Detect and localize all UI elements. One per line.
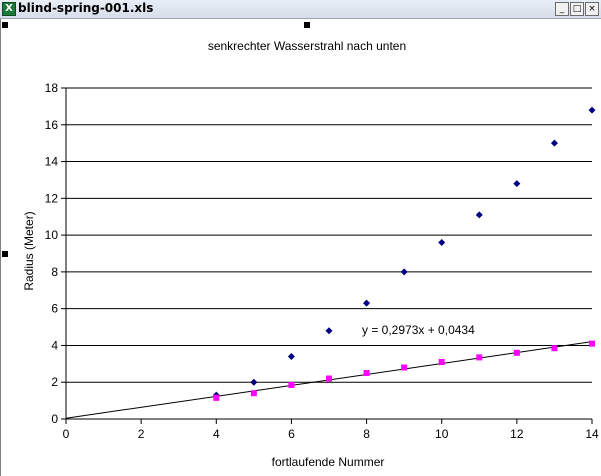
close-button[interactable]: × bbox=[585, 2, 599, 16]
x-tick-label: 8 bbox=[363, 427, 370, 441]
x-tick-labels: 0 2 4 6 8 10 12 14 bbox=[63, 427, 599, 441]
axes bbox=[61, 87, 593, 424]
data-point-square bbox=[476, 354, 483, 361]
trendline-equation: y = 0,2973x + 0,0434 bbox=[362, 323, 475, 337]
y-tick-labels: 0 2 4 6 8 10 12 14 16 18 bbox=[45, 81, 59, 426]
x-tick-label: 0 bbox=[63, 427, 70, 441]
gridlines bbox=[66, 87, 592, 383]
y-tick-label: 16 bbox=[45, 118, 59, 132]
restore-button[interactable]: □ bbox=[570, 2, 584, 16]
data-point-square bbox=[513, 349, 520, 356]
y-axis-label: Radius (Meter) bbox=[22, 211, 36, 290]
y-tick-label: 0 bbox=[51, 412, 58, 426]
data-point-square bbox=[589, 340, 595, 347]
data-point-diamond bbox=[588, 106, 596, 114]
excel-icon[interactable]: X bbox=[2, 2, 16, 16]
minimize-button[interactable]: _ bbox=[555, 2, 569, 16]
data-point-diamond bbox=[475, 211, 483, 219]
window-title: blind-spring-001.xls bbox=[18, 1, 154, 15]
y-tick-label: 14 bbox=[45, 155, 59, 169]
y-tick-label: 2 bbox=[51, 375, 58, 389]
x-tick-label: 2 bbox=[138, 427, 145, 441]
y-tick-label: 8 bbox=[51, 265, 58, 279]
selection-handle-top-middle[interactable] bbox=[304, 22, 310, 28]
chart-title: senkrechter Wasserstrahl nach unten bbox=[208, 39, 406, 53]
data-point-square bbox=[438, 358, 445, 365]
data-point-square bbox=[213, 394, 220, 401]
x-tick-label: 6 bbox=[288, 427, 295, 441]
selection-handle-top-left[interactable] bbox=[2, 22, 8, 28]
data-point-square bbox=[363, 370, 370, 377]
data-series bbox=[212, 106, 596, 401]
series-2 bbox=[213, 340, 595, 401]
data-point-square bbox=[288, 381, 295, 388]
selection-handle-middle-left[interactable] bbox=[2, 251, 8, 257]
data-point-diamond bbox=[250, 378, 258, 386]
data-point-diamond bbox=[400, 268, 408, 276]
window-titlebar[interactable]: X blind-spring-001.xls _ □ × bbox=[0, 0, 601, 19]
window-controls: _ □ × bbox=[555, 2, 599, 16]
data-point-diamond bbox=[363, 299, 371, 307]
data-point-diamond bbox=[325, 327, 333, 335]
data-point-diamond bbox=[550, 139, 558, 147]
data-point-square bbox=[551, 345, 558, 352]
x-tick-label: 4 bbox=[213, 427, 220, 441]
y-tick-label: 18 bbox=[45, 81, 59, 95]
x-axis-label: fortlaufende Nummer bbox=[272, 455, 385, 469]
x-tick-label: 14 bbox=[585, 427, 599, 441]
data-point-diamond bbox=[287, 352, 295, 360]
window-left-border bbox=[0, 19, 1, 476]
data-point-diamond bbox=[513, 180, 521, 188]
data-point-square bbox=[250, 390, 257, 397]
series-1 bbox=[212, 106, 596, 399]
x-tick-label: 10 bbox=[435, 427, 449, 441]
y-tick-label: 12 bbox=[45, 191, 59, 205]
data-point-diamond bbox=[438, 238, 446, 246]
data-point-square bbox=[401, 364, 408, 371]
y-tick-label: 10 bbox=[45, 228, 59, 242]
y-tick-label: 4 bbox=[51, 338, 58, 352]
y-tick-label: 6 bbox=[51, 302, 58, 316]
x-tick-label: 12 bbox=[510, 427, 524, 441]
data-point-square bbox=[326, 375, 332, 382]
